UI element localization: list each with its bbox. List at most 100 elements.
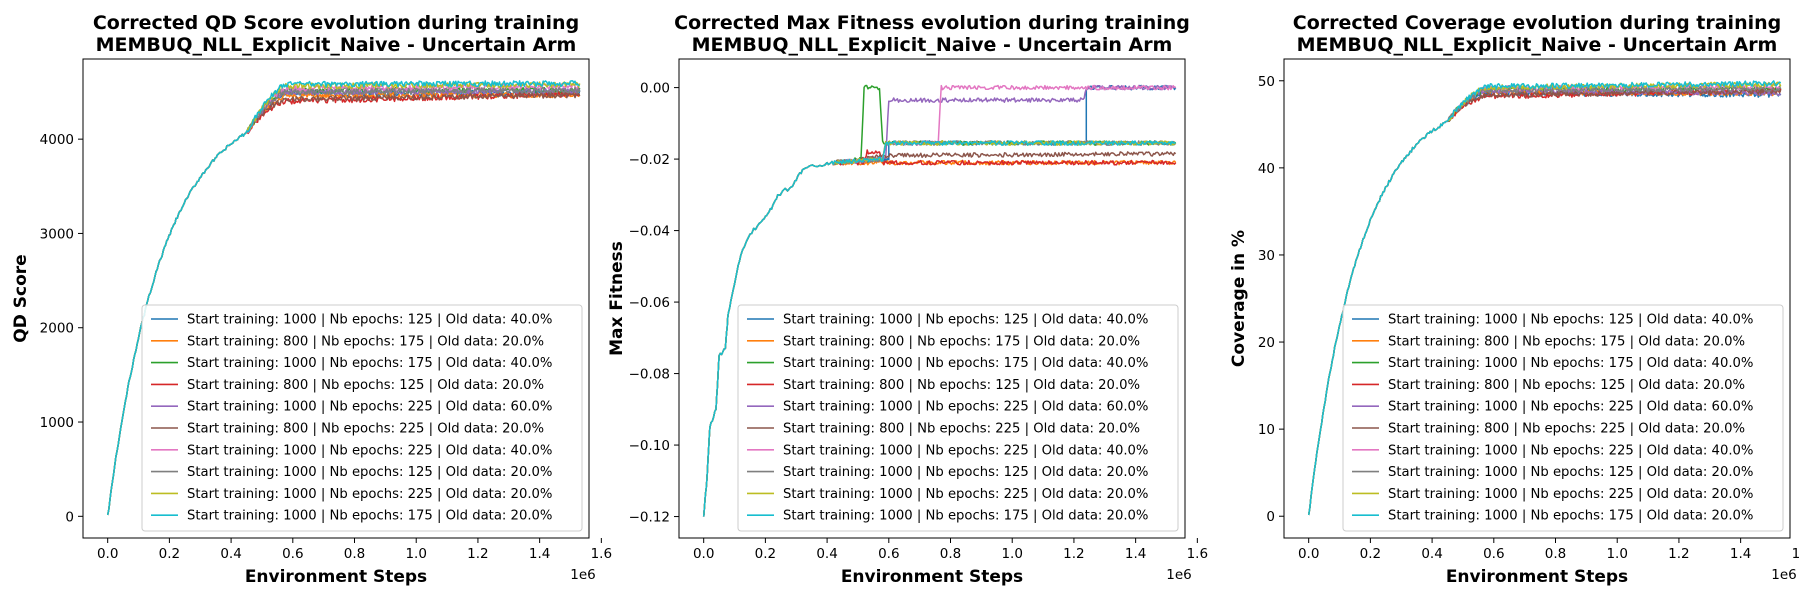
series-line-10 (106, 80, 580, 516)
chart-subtitle: MEMBUQ_NLL_Explicit_Naive - Uncertain Ar… (692, 34, 1173, 56)
x-tick-label: 0.4 (1421, 546, 1442, 562)
y-tick-label: 20 (1258, 335, 1275, 351)
x-tick-label: 1.4 (529, 546, 550, 562)
axes-frame (1283, 58, 1791, 539)
y-tick-label: 0 (65, 509, 74, 525)
legend-box (141, 304, 583, 532)
x-offset-label: 1e6 (1166, 567, 1191, 583)
legend-entry: Start training: 1000 | Nb epochs: 225 | … (783, 400, 1148, 415)
y-axis-label: QD Score (11, 254, 31, 342)
y-tick-label: 10 (1258, 422, 1275, 438)
legend-entry: Start training: 800 | Nb epochs: 225 | O… (1388, 422, 1745, 437)
legend-entry: Start training: 800 | Nb epochs: 125 | O… (783, 378, 1140, 393)
x-tick-label: 0.2 (1360, 546, 1381, 562)
legend-entry: Start training: 1000 | Nb epochs: 225 | … (783, 443, 1148, 458)
chart-subtitle: MEMBUQ_NLL_Explicit_Naive - Uncertain Ar… (1297, 34, 1778, 56)
legend-entry: Start training: 1000 | Nb epochs: 225 | … (187, 400, 552, 415)
x-tick-label: 1.6 (591, 546, 612, 562)
y-tick-label: 50 (1258, 74, 1275, 90)
legend-entry: Start training: 800 | Nb epochs: 225 | O… (783, 422, 1140, 437)
y-tick-label: 30 (1258, 248, 1275, 264)
y-tick-label: −0.10 (629, 438, 670, 454)
x-tick-label: 0.8 (344, 546, 365, 562)
legend-entry: Start training: 1000 | Nb epochs: 125 | … (783, 465, 1148, 480)
x-tick-label: 1.2 (1668, 546, 1689, 562)
x-tick-label: 1.2 (1063, 546, 1084, 562)
x-tick-label: 1.0 (1001, 546, 1022, 562)
x-tick-label: 0.8 (1545, 546, 1566, 562)
y-tick-label: −0.06 (629, 295, 670, 311)
legend-entry: Start training: 1000 | Nb epochs: 175 | … (783, 356, 1148, 371)
y-tick-label: −0.04 (629, 224, 670, 240)
y-tick-label: 1000 (40, 415, 74, 431)
y-tick-label: 40 (1258, 161, 1275, 177)
axes-frame (82, 58, 590, 539)
legend-entry: Start training: 800 | Nb epochs: 175 | O… (1388, 334, 1745, 349)
legend: Start training: 1000 | Nb epochs: 125 | … (1342, 304, 1784, 532)
y-axis-label: Coverage in % (1229, 230, 1249, 367)
series-line-10 (702, 140, 1176, 517)
chart-panel-qd: Corrected QD Score evolution during trai… (11, 12, 612, 587)
legend-entry: Start training: 1000 | Nb epochs: 175 | … (1388, 509, 1753, 524)
legend-entry: Start training: 1000 | Nb epochs: 225 | … (1388, 487, 1753, 502)
y-tick-label: −0.08 (629, 367, 670, 383)
legend-entry: Start training: 1000 | Nb epochs: 225 | … (187, 443, 552, 458)
x-tick-label: 0.2 (755, 546, 776, 562)
chart-subtitle: MEMBUQ_NLL_Explicit_Naive - Uncertain Ar… (96, 34, 577, 56)
legend-entry: Start training: 1000 | Nb epochs: 125 | … (783, 313, 1148, 328)
legend-entry: Start training: 1000 | Nb epochs: 175 | … (783, 509, 1148, 524)
x-axis-label: Environment Steps (1446, 567, 1628, 587)
x-axis-label: Environment Steps (245, 567, 427, 587)
legend-entry: Start training: 1000 | Nb epochs: 125 | … (1388, 313, 1753, 328)
x-tick-label: 0.2 (159, 546, 180, 562)
legend-entry: Start training: 800 | Nb epochs: 175 | O… (783, 334, 1140, 349)
chart-title: Corrected QD Score evolution during trai… (93, 12, 579, 34)
x-tick-label: 1.4 (1730, 546, 1751, 562)
x-tick-label: 0.6 (1483, 546, 1504, 562)
y-tick-label: 4000 (40, 132, 74, 148)
x-tick-label: 1.4 (1125, 546, 1146, 562)
legend-entry: Start training: 1000 | Nb epochs: 175 | … (187, 509, 552, 524)
x-tick-label: 0.4 (816, 546, 837, 562)
axes-frame (678, 58, 1186, 539)
x-tick-label: 0.0 (693, 546, 714, 562)
x-tick-label: 0.6 (282, 546, 303, 562)
x-axis-label: Environment Steps (841, 567, 1023, 587)
legend: Start training: 1000 | Nb epochs: 125 | … (141, 304, 583, 532)
x-tick-label: 1.0 (405, 546, 426, 562)
x-offset-label: 1e6 (1771, 567, 1796, 583)
y-tick-label: 0 (1266, 509, 1275, 525)
legend-entry: Start training: 800 | Nb epochs: 125 | O… (1388, 378, 1745, 393)
legend-entry: Start training: 1000 | Nb epochs: 125 | … (187, 465, 552, 480)
x-tick-label: 1.6 (1187, 546, 1208, 562)
x-tick-label: 0.8 (940, 546, 961, 562)
legend-entry: Start training: 1000 | Nb epochs: 175 | … (1388, 356, 1753, 371)
legend-entry: Start training: 1000 | Nb epochs: 225 | … (783, 487, 1148, 502)
legend-entry: Start training: 800 | Nb epochs: 175 | O… (187, 334, 544, 349)
y-tick-label: 0.00 (640, 81, 670, 97)
legend-box (737, 304, 1179, 532)
x-offset-label: 1e6 (570, 567, 595, 583)
x-tick-label: 0.4 (220, 546, 241, 562)
chart-title: Corrected Max Fitness evolution during t… (674, 12, 1190, 34)
legend-entry: Start training: 1000 | Nb epochs: 125 | … (1388, 465, 1753, 480)
legend-entry: Start training: 1000 | Nb epochs: 175 | … (187, 356, 552, 371)
legend-entry: Start training: 1000 | Nb epochs: 125 | … (187, 313, 552, 328)
legend-entry: Start training: 1000 | Nb epochs: 225 | … (1388, 443, 1753, 458)
y-tick-label: 2000 (40, 321, 74, 337)
legend: Start training: 1000 | Nb epochs: 125 | … (737, 304, 1179, 532)
y-tick-label: 3000 (40, 226, 74, 242)
y-tick-label: −0.12 (629, 510, 670, 526)
x-tick-label: 1.6 (1792, 546, 1800, 562)
x-tick-label: 0.6 (878, 546, 899, 562)
legend-box (1342, 304, 1784, 532)
y-axis-label: Max Fitness (607, 241, 627, 356)
x-tick-label: 0.0 (97, 546, 118, 562)
series-lines (1307, 80, 1782, 516)
x-tick-label: 1.2 (467, 546, 488, 562)
legend-entry: Start training: 800 | Nb epochs: 225 | O… (187, 422, 544, 437)
series-lines (106, 80, 581, 516)
chart-title: Corrected Coverage evolution during trai… (1293, 12, 1782, 34)
legend-entry: Start training: 800 | Nb epochs: 125 | O… (187, 378, 544, 393)
